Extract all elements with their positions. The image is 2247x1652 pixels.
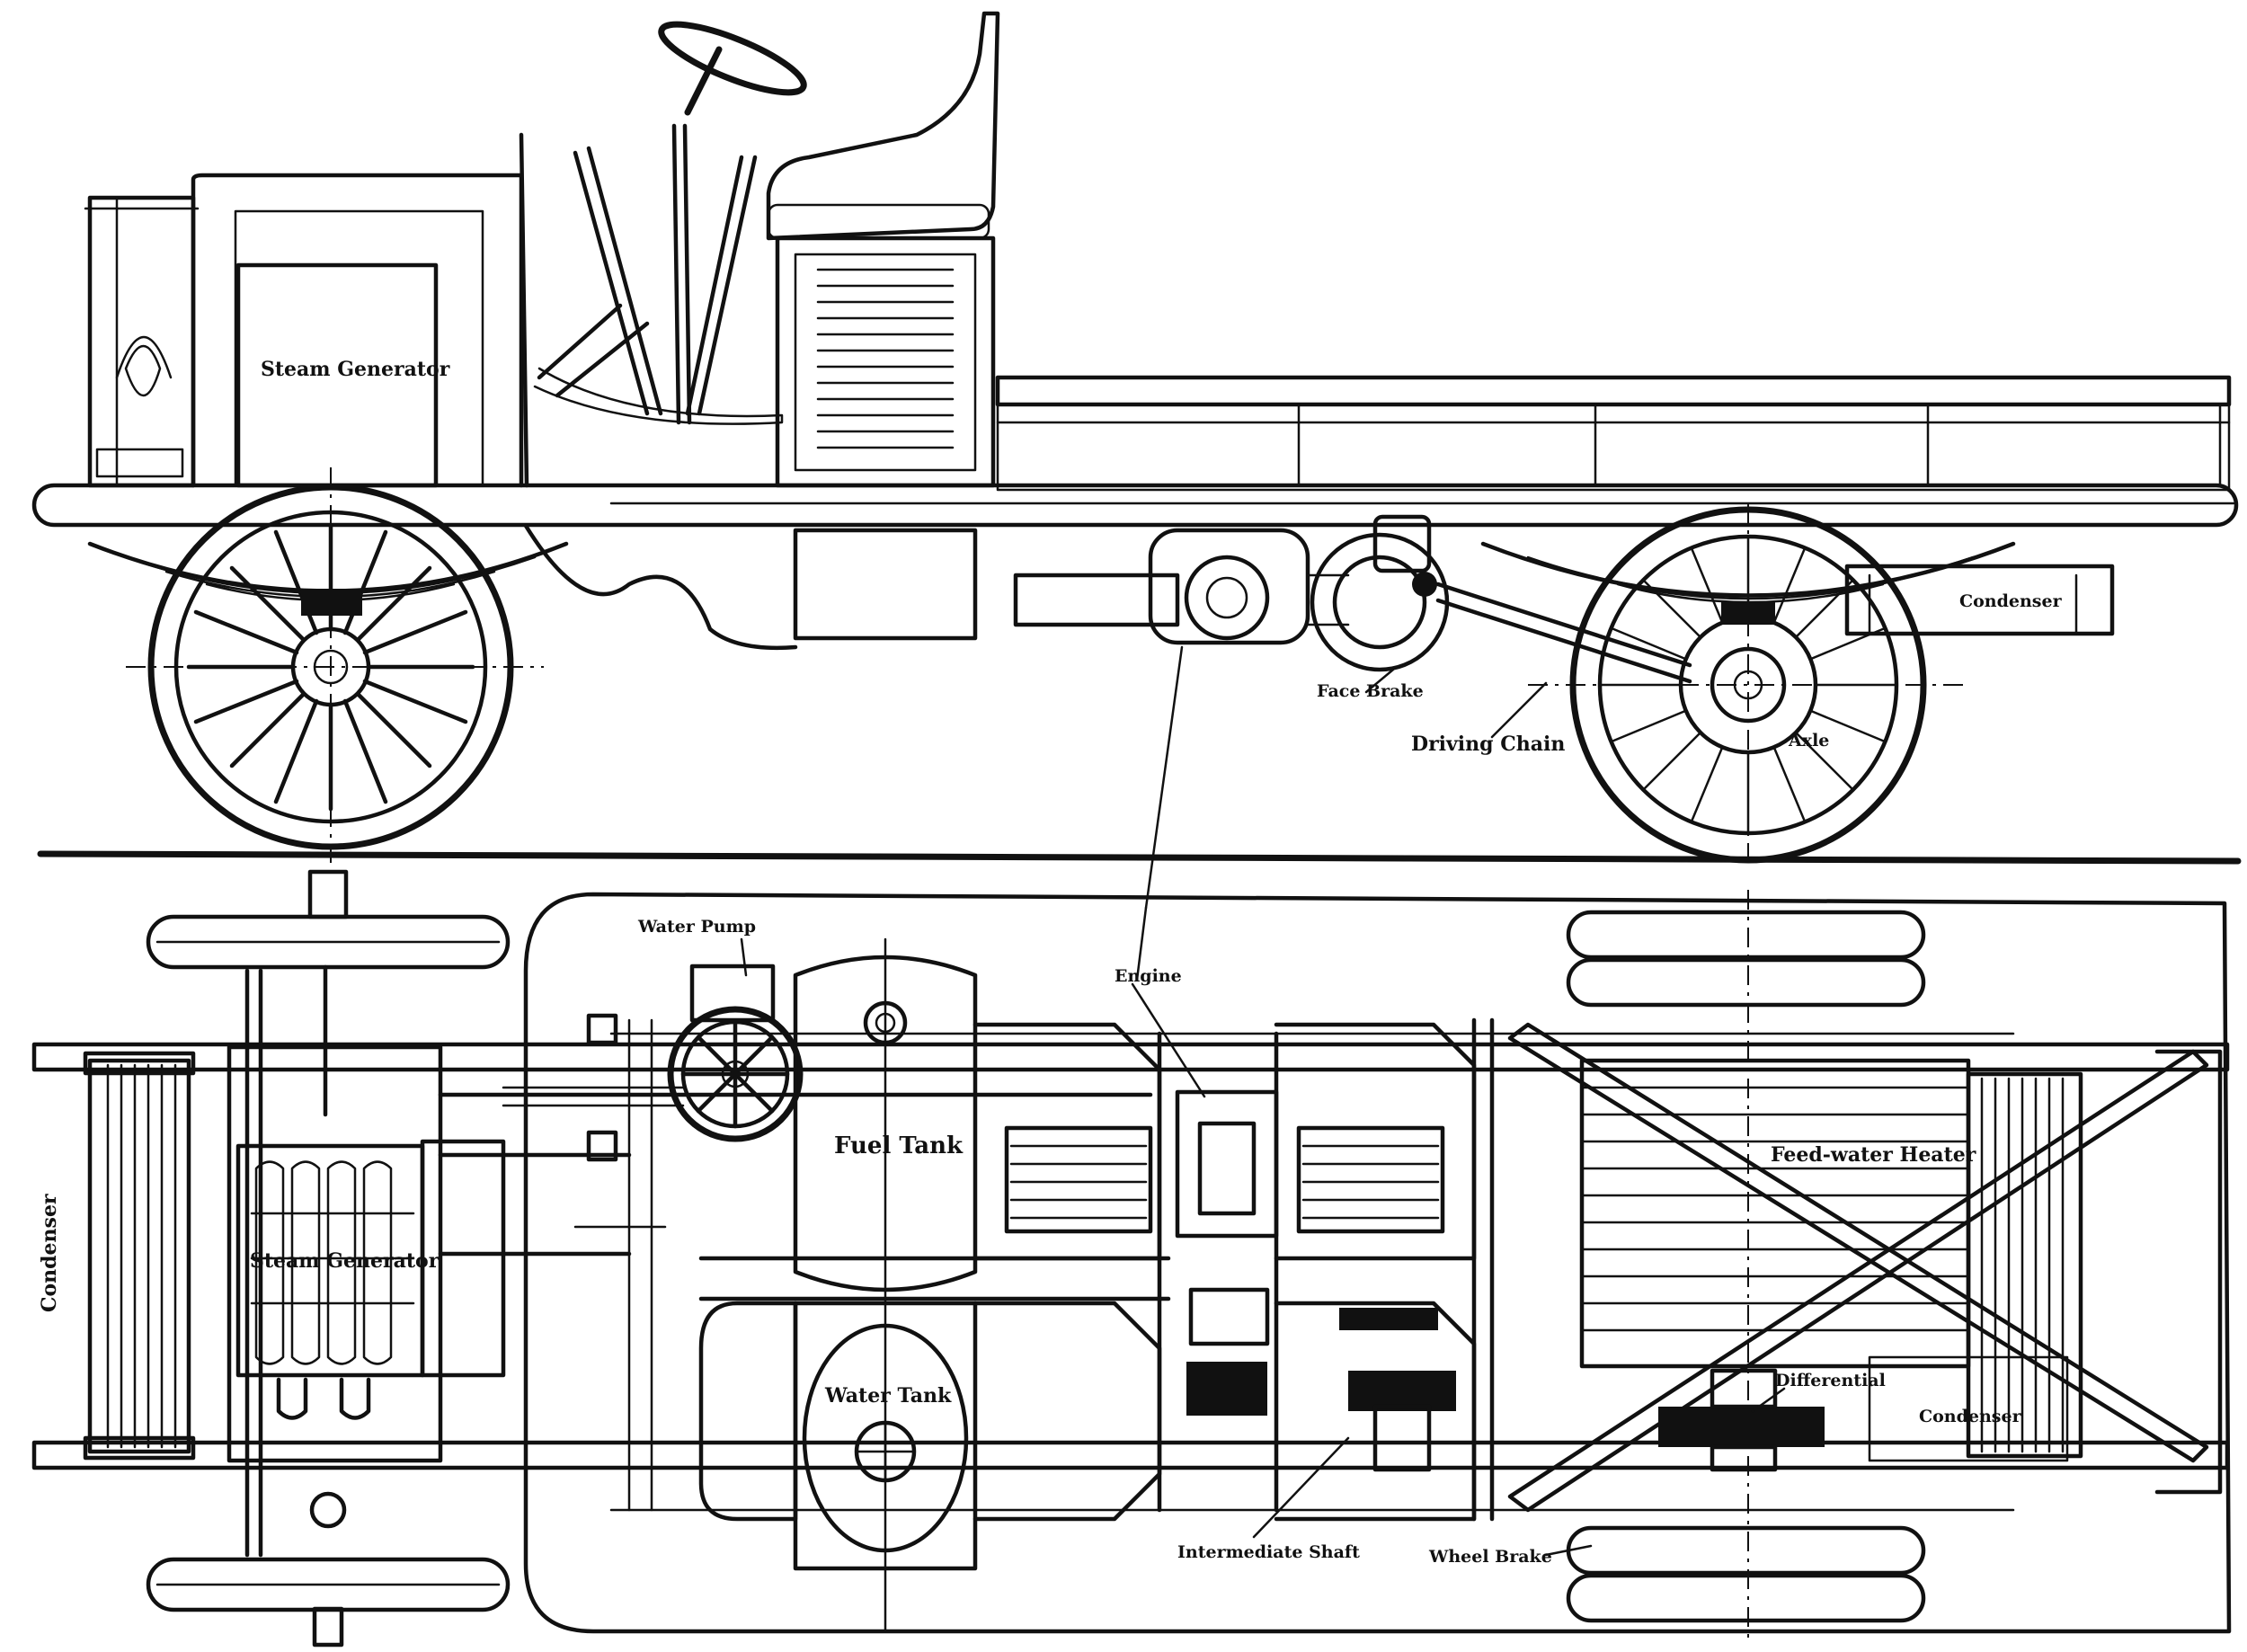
label-feed-water-heater: Feed-water Heater: [1771, 1143, 1976, 1167]
plan-fuel-tank: [793, 937, 978, 1633]
plan-water-pump: [573, 964, 804, 1229]
plan-rear-wheels: [1566, 890, 1926, 1645]
controls: [533, 21, 807, 425]
label-condenser-plan-left: Condenser: [38, 1194, 61, 1312]
label-engine: Engine: [1115, 966, 1182, 986]
label-face-brake: Face Brake: [1317, 681, 1424, 701]
plan-differential: [1658, 1368, 1825, 1472]
side-frame: [31, 483, 2239, 528]
label-driving-chain: Driving Chain: [1411, 733, 1565, 756]
label-axle: Axle: [1788, 731, 1829, 751]
front-enclosure: [84, 132, 529, 488]
plan-front-condenser: [83, 1051, 196, 1461]
label-intermediate-shaft: Intermediate Shaft: [1177, 1542, 1360, 1562]
flatbed-platform: [995, 375, 2232, 492]
steering-wheel: [658, 21, 807, 96]
plan-intermediate-gears: [1186, 1287, 1456, 1472]
drivetrain-side: [1013, 514, 1692, 684]
plan-view: Water Pump Engine Fuel Tank Water Tank F…: [31, 869, 2232, 1648]
label-condenser-side: Condenser: [1959, 591, 2063, 611]
label-differential: Differential: [1775, 1371, 1886, 1390]
side-box: [793, 528, 978, 641]
label-steam-generator-plan: Steam Generator: [250, 1249, 440, 1273]
label-steam-generator-side: Steam Generator: [261, 358, 450, 381]
plan-water-tank: [698, 1301, 1162, 1571]
plan-frame-rails: [31, 1032, 2230, 1512]
ground-line: [37, 850, 2242, 865]
plan-engine: [973, 1022, 1477, 1522]
label-condenser-plan-right: Condenser: [1919, 1407, 2022, 1426]
plan-cross-brace: [1507, 1022, 2223, 1513]
label-wheel-brake: Wheel Brake: [1428, 1547, 1552, 1567]
label-water-pump: Water Pump: [637, 917, 756, 937]
plan-outline: [523, 892, 2232, 1634]
plan-feed-water-heater: [1579, 1058, 1971, 1369]
rear-spring-condenser: [1480, 541, 2115, 636]
side-elevation: Steam Generator Face Brake Driving Chain…: [31, 11, 2242, 981]
plan-front-axle: [146, 869, 511, 1648]
plan-rear-condenser: [1868, 1071, 2083, 1462]
seat-cabinet: [766, 11, 1000, 488]
label-fuel-tank: Fuel Tank: [834, 1132, 964, 1159]
label-water-tank: Water Tank: [824, 1384, 952, 1408]
